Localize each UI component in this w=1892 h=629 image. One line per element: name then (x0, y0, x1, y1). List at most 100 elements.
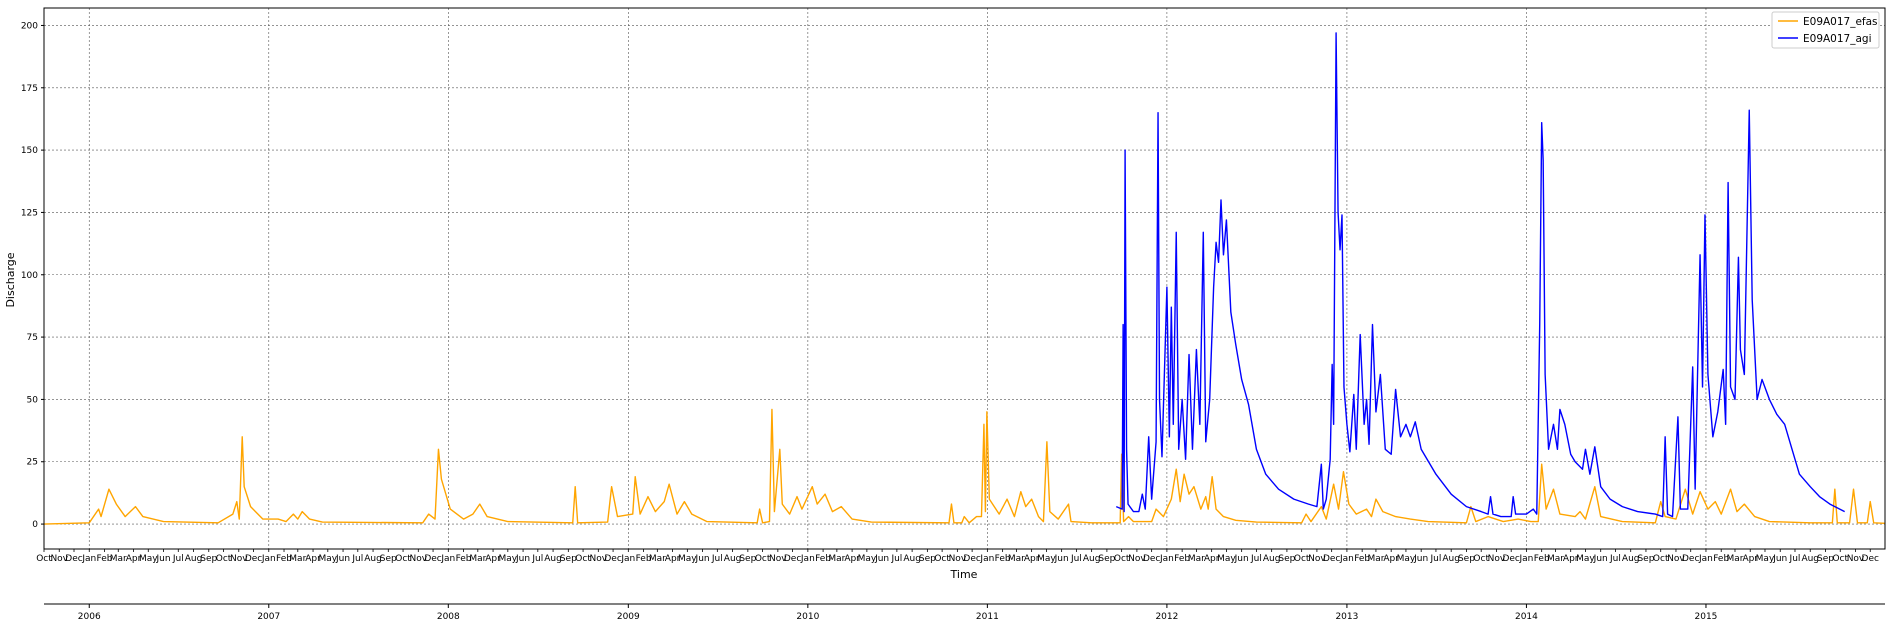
x-tick-label: Jan (979, 554, 994, 564)
x-tick-label: Nov (590, 554, 608, 564)
x-tick-label: Jul (1789, 554, 1801, 564)
x-tick-label: Oct (575, 554, 591, 564)
x-tick-label: Jun (1054, 554, 1069, 564)
x-tick-label: Mar (649, 554, 666, 564)
x-tick-label: Jun (515, 554, 530, 564)
x-tick-label: Jul (172, 554, 184, 564)
x-tick-label: Dec (784, 554, 801, 564)
x-tick-label: Dec (604, 554, 621, 564)
x-tick-label: Jul (1609, 554, 1621, 564)
x-tick-label: Apr (485, 554, 501, 564)
year-label: 2008 (437, 612, 460, 622)
x-tick-label: May (318, 554, 337, 564)
x-tick-label: Mar (1367, 554, 1384, 564)
x-tick-label: Jun (1413, 554, 1428, 564)
year-label: 2010 (796, 612, 819, 622)
year-label: 2015 (1695, 612, 1718, 622)
x-tick-label: Jun (1593, 554, 1608, 564)
x-tick-label: Sep (1278, 554, 1295, 564)
y-tick-label: 150 (21, 146, 38, 156)
x-tick-label: Feb (1534, 554, 1550, 564)
y-tick-label: 50 (27, 395, 39, 405)
x-tick-label: Oct (755, 554, 771, 564)
x-tick-label: Mar (110, 554, 127, 564)
x-tick-label: May (1576, 554, 1595, 564)
y-tick-label: 100 (21, 271, 38, 281)
x-tick-label: Sep (919, 554, 936, 564)
x-tick-label: Sep (1817, 554, 1834, 564)
x-tick-label: Aug (1801, 554, 1819, 564)
x-tick-label: May (1756, 554, 1775, 564)
plot-frame (43, 7, 1886, 550)
x-tick-label: Apr (665, 554, 681, 564)
x-tick-label: Jul (531, 554, 543, 564)
x-tick-label: Mar (1008, 554, 1025, 564)
x-tick-label: Feb (456, 554, 472, 564)
year-label: 2013 (1335, 612, 1358, 622)
legend-label-agi: E09A017_agi (1803, 33, 1872, 45)
x-tick-label: Jan (81, 554, 96, 564)
series-lines (43, 32, 1886, 525)
x-tick-label: Dec (963, 554, 980, 564)
y-axis-label: Discharge (4, 252, 17, 307)
x-tick-label: Apr (844, 554, 860, 564)
x-tick-label: May (858, 554, 877, 564)
x-tick-label: Aug (1083, 554, 1101, 564)
x-tick-label: Jul (351, 554, 363, 564)
x-tick-label: Feb (1713, 554, 1729, 564)
x-tick-label: Sep (1637, 554, 1654, 564)
y-tick-label: 25 (27, 458, 38, 468)
x-tick-label: Nov (410, 554, 428, 564)
x-tick-label: Feb (995, 554, 1011, 564)
x-tick-label: Oct (1294, 554, 1310, 564)
x-tick-label: Apr (1563, 554, 1579, 564)
x-tick-label: Feb (636, 554, 652, 564)
x-tick-label: Sep (200, 554, 217, 564)
series-line-agi (1115, 32, 1845, 518)
x-tick-label: Aug (724, 554, 742, 564)
x-tick-label: Apr (1383, 554, 1399, 564)
legend-label-efas: E09A017_efas (1803, 16, 1878, 28)
x-tick-label: Jun (335, 554, 350, 564)
x-tick-label: Dec (1143, 554, 1160, 564)
y-tick-label: 175 (21, 84, 38, 94)
x-tick-label: Mar (828, 554, 845, 564)
x-tick-label: Jan (261, 554, 276, 564)
x-tick-label: Mar (1547, 554, 1564, 564)
y-tick-label: 75 (27, 333, 38, 343)
x-tick-label: Dec (1862, 554, 1879, 564)
x-tick-label: Jun (1772, 554, 1787, 564)
year-label: 2009 (617, 612, 640, 622)
x-tick-label: Aug (364, 554, 382, 564)
legend: E09A017_efas E09A017_agi (1771, 11, 1880, 49)
x-tick-label: Nov (949, 554, 967, 564)
x-tick-label: Jun (1234, 554, 1249, 564)
x-tick-label: Feb (815, 554, 831, 564)
x-tick-label: Nov (1308, 554, 1326, 564)
x-tick-label: Sep (1098, 554, 1115, 564)
x-tick-label: Jan (1159, 554, 1174, 564)
x-tick-label: Sep (380, 554, 397, 564)
x-tick-label: Jun (874, 554, 889, 564)
x-axis-label: Time (950, 568, 978, 581)
x-tick-label: Apr (305, 554, 321, 564)
x-tick-label: Nov (230, 554, 248, 564)
x-tick-label: Aug (544, 554, 562, 564)
year-label: 2011 (976, 612, 999, 622)
x-tick-label: Jan (620, 554, 635, 564)
x-tick-label: Aug (185, 554, 203, 564)
year-label: 2006 (78, 612, 101, 622)
x-tick-label: Aug (1622, 554, 1640, 564)
x-tick-label: May (1037, 554, 1056, 564)
x-tick-label: Mar (469, 554, 486, 564)
x-tick-label: Nov (769, 554, 787, 564)
x-tick-label: Oct (1832, 554, 1848, 564)
year-axis-labels: 2006 2007 2008 2009 2010 2011 2012 2013 2014 2015 (78, 604, 1718, 622)
x-tick-label: May (1397, 554, 1416, 564)
x-tick-label: May (499, 554, 518, 564)
x-tick-label: Jan (1339, 554, 1354, 564)
x-tick-label: Feb (1174, 554, 1190, 564)
grid (44, 8, 1885, 549)
x-tick-label: Dec (424, 554, 441, 564)
x-tick-label: Dec (1682, 554, 1699, 564)
